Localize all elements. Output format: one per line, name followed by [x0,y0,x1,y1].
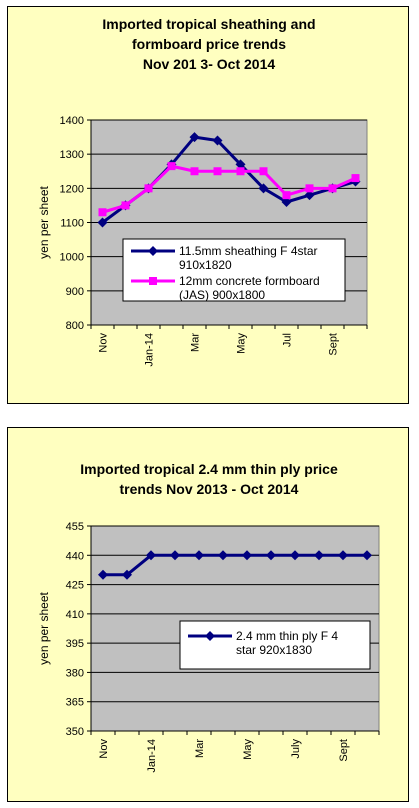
y-tick-label: 1300 [60,149,84,161]
data-point [121,201,130,210]
y-tick-label: 455 [66,521,84,533]
y-tick-label: 425 [66,580,84,592]
data-point [304,190,315,201]
chart-panel-thin-ply: Imported tropical 2.4 mm thin ply price t… [7,427,409,802]
legend-swatch-marker [149,277,157,285]
chart-panel-sheathing: Imported tropical sheathing and formboard… [7,6,409,404]
y-tick-label: 800 [66,320,84,332]
x-tick-label: Jul [282,333,294,347]
data-point [122,569,132,580]
y-tick-label: 410 [66,609,84,621]
data-point [170,550,180,561]
data-point [328,184,337,193]
data-point [281,197,292,207]
y-tick-label: 395 [66,638,84,650]
data-point [259,167,268,176]
data-point [190,167,199,176]
legend-label: star 920x1830 [236,643,312,657]
chart-title-line: Imported tropical sheathing and [102,16,315,32]
y-tick-label: 1200 [60,183,84,195]
legend-label: 910x1820 [179,258,232,272]
data-point [314,550,324,561]
chart-title-line: formboard price trends [132,36,286,52]
data-point [98,208,107,217]
data-point [282,191,291,200]
x-tick-label: July [290,739,302,759]
legend-label: 12mm concrete formboard [179,274,320,288]
data-point [258,183,269,194]
thin-ply-chart: Imported tropical 2.4 mm thin ply price t… [37,461,380,773]
legend-swatch-marker [205,631,215,641]
data-point [242,550,252,561]
data-point [189,132,200,143]
y-tick-label: 350 [66,726,84,738]
y-axis-label: yen per sheet [37,591,51,664]
legend-box [122,238,346,302]
y-tick-label: 1000 [60,252,84,264]
x-tick-label: Nov [98,739,110,759]
x-tick-label: May [242,739,254,760]
x-tick-label: May [236,333,248,354]
data-point [338,550,348,561]
chart-title-line: trends Nov 2013 - Oct 2014 [120,481,299,497]
legend-label: 2.4 mm thin ply F 4 [236,629,338,643]
y-tick-label: 900 [66,286,84,298]
x-tick-label: Sept [328,333,340,356]
data-point [305,184,314,193]
y-tick-label: 440 [66,550,84,562]
data-point [194,550,204,561]
chart-title-line: Imported tropical 2.4 mm thin ply price [80,461,338,477]
data-point [167,162,176,171]
legend-box [179,620,371,670]
data-point [212,135,223,146]
data-point [213,167,222,176]
x-tick-label: Sept [338,739,350,762]
y-tick-label: 1400 [60,115,84,127]
data-point [144,184,153,193]
y-tick-label: 365 [66,697,84,709]
data-point [236,167,245,176]
y-tick-label: 380 [66,667,84,679]
y-axis-label: yen per sheet [37,185,51,258]
data-point [290,550,300,561]
data-point [351,174,360,183]
data-point [98,569,108,580]
x-tick-label: Nov [98,333,110,353]
data-point [266,550,276,561]
data-point [218,550,228,561]
x-tick-label: Mar [194,739,206,758]
legend-label: 11.5mm sheathing F 4star [179,244,318,258]
y-tick-label: 1100 [60,218,84,230]
data-point [97,217,108,228]
legend-swatch-marker [148,246,158,256]
data-point [235,159,246,170]
x-tick-label: Jan-14 [144,333,156,367]
x-tick-label: Jan-14 [146,739,158,773]
data-point [362,550,372,561]
x-tick-label: Mar [190,333,202,352]
chart-title-line: Nov 201 3- Oct 2014 [143,56,276,72]
sheathing-formboard-chart: Imported tropical sheathing and formboard… [37,16,368,367]
data-point [146,550,156,561]
legend-label: (JAS) 900x1800 [179,288,265,302]
